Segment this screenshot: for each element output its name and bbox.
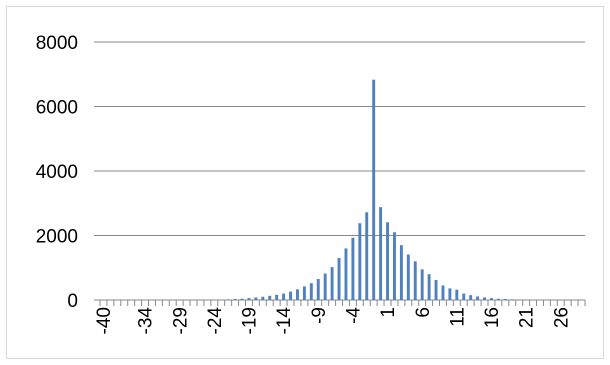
bar [233,299,237,300]
bar [413,261,417,300]
axes [94,41,586,306]
bar [496,298,500,300]
bar [399,245,403,300]
y-tick-label: 4000 [36,162,78,183]
y-tick-label: 6000 [36,98,78,119]
bar [268,295,272,300]
bar [282,293,286,300]
bar [379,207,383,300]
x-tick-label: 1 [378,307,399,318]
bar [462,293,466,300]
bar [316,279,320,300]
bar [490,298,493,300]
bar [393,232,396,300]
gridlines [100,41,585,236]
x-tick-label: -9 [309,307,330,324]
x-tick-labels: -40 -34 -29 -24 -19 -14 -9 -4 1 6 11 16 21 26 [94,307,572,335]
bar [240,298,244,300]
bar [254,297,258,300]
bar [386,222,389,300]
bar [365,212,369,300]
x-tick-label: -14 [274,307,295,335]
bar [351,237,355,300]
bar [323,273,327,300]
bar [476,296,480,300]
bar [406,254,410,300]
x-tick-label: -19 [240,307,261,334]
x-tick-label: 26 [551,307,572,328]
bar [358,223,362,300]
bar [441,285,445,300]
bar [455,289,459,300]
bar [372,79,376,300]
x-tick-label: -4 [344,307,365,324]
bar [296,289,299,300]
y-tick-label: 8000 [36,33,78,54]
bar [247,298,251,300]
bar [503,299,507,300]
bar [427,274,431,300]
y-tick-label: 2000 [36,227,78,248]
x-tick-label: -40 [94,307,115,334]
bar [469,295,473,300]
y-tick-labels: 0 2000 4000 6000 8000 [36,33,78,312]
x-tick-label: 21 [517,307,538,328]
x-tick-label: -29 [170,307,191,334]
y-tick-label: 0 [67,291,78,312]
bar [434,280,438,300]
bar [337,258,341,300]
bar [448,288,452,300]
bar [344,248,348,300]
bar [302,286,306,300]
bar [510,299,514,300]
x-tick-label: -34 [136,307,157,335]
bar [420,269,424,300]
bar [309,283,313,300]
x-tick-label: 6 [413,307,434,318]
bar [275,294,279,300]
bar [289,291,292,300]
x-tick-label: 16 [482,307,503,328]
x-tick-label: -24 [205,307,226,335]
x-tick-label: 11 [447,307,468,327]
bars [212,79,528,300]
bar [483,297,486,300]
bar [226,299,230,300]
bar [330,267,334,300]
bar [261,296,265,300]
